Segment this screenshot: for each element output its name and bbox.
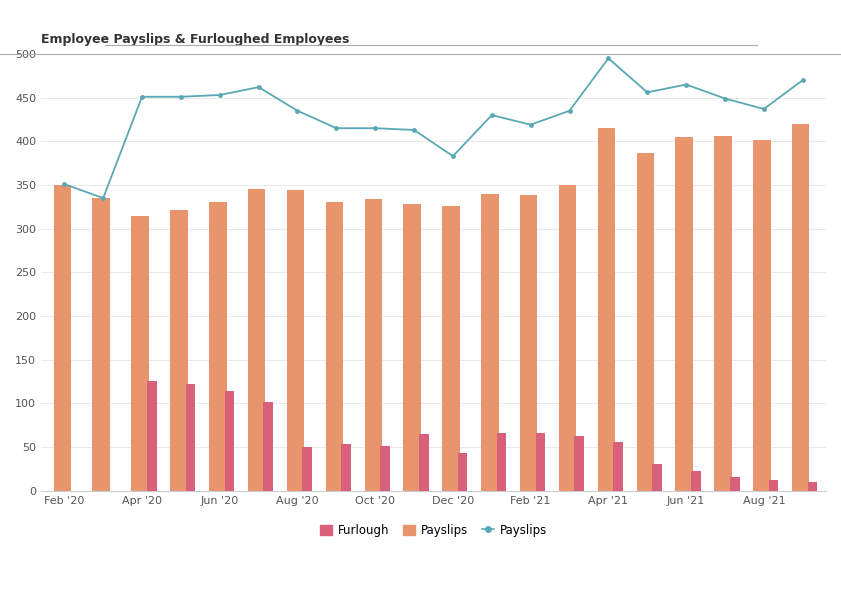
Bar: [287, 190, 304, 491]
Bar: [54, 185, 71, 491]
Bar: [147, 381, 156, 491]
Bar: [536, 433, 545, 491]
Bar: [652, 465, 662, 491]
Bar: [675, 137, 693, 491]
Bar: [730, 477, 739, 491]
Bar: [225, 391, 235, 491]
Bar: [404, 204, 420, 491]
Bar: [769, 480, 779, 491]
Bar: [520, 195, 537, 491]
Bar: [691, 471, 701, 491]
Bar: [325, 202, 343, 491]
Bar: [574, 436, 584, 491]
Bar: [558, 185, 576, 491]
Bar: [263, 402, 273, 491]
Bar: [613, 441, 623, 491]
Bar: [380, 446, 389, 491]
Bar: [186, 384, 195, 491]
Bar: [598, 128, 615, 491]
Bar: [792, 124, 810, 491]
Bar: [481, 194, 499, 491]
Bar: [170, 210, 188, 491]
Bar: [714, 136, 732, 491]
Bar: [807, 482, 817, 491]
Bar: [341, 444, 351, 491]
Bar: [637, 153, 654, 491]
Bar: [93, 198, 110, 491]
Bar: [419, 434, 429, 491]
Bar: [442, 206, 460, 491]
Bar: [364, 199, 382, 491]
Bar: [209, 202, 226, 491]
Bar: [302, 447, 312, 491]
Text: Employee Payslips & Furloughed Employees: Employee Payslips & Furloughed Employees: [41, 33, 349, 46]
Legend: Furlough, Payslips, Payslips: Furlough, Payslips, Payslips: [315, 519, 552, 541]
Bar: [248, 189, 266, 491]
Bar: [131, 215, 149, 491]
Bar: [458, 453, 468, 491]
Bar: [497, 433, 506, 491]
Bar: [754, 140, 770, 491]
